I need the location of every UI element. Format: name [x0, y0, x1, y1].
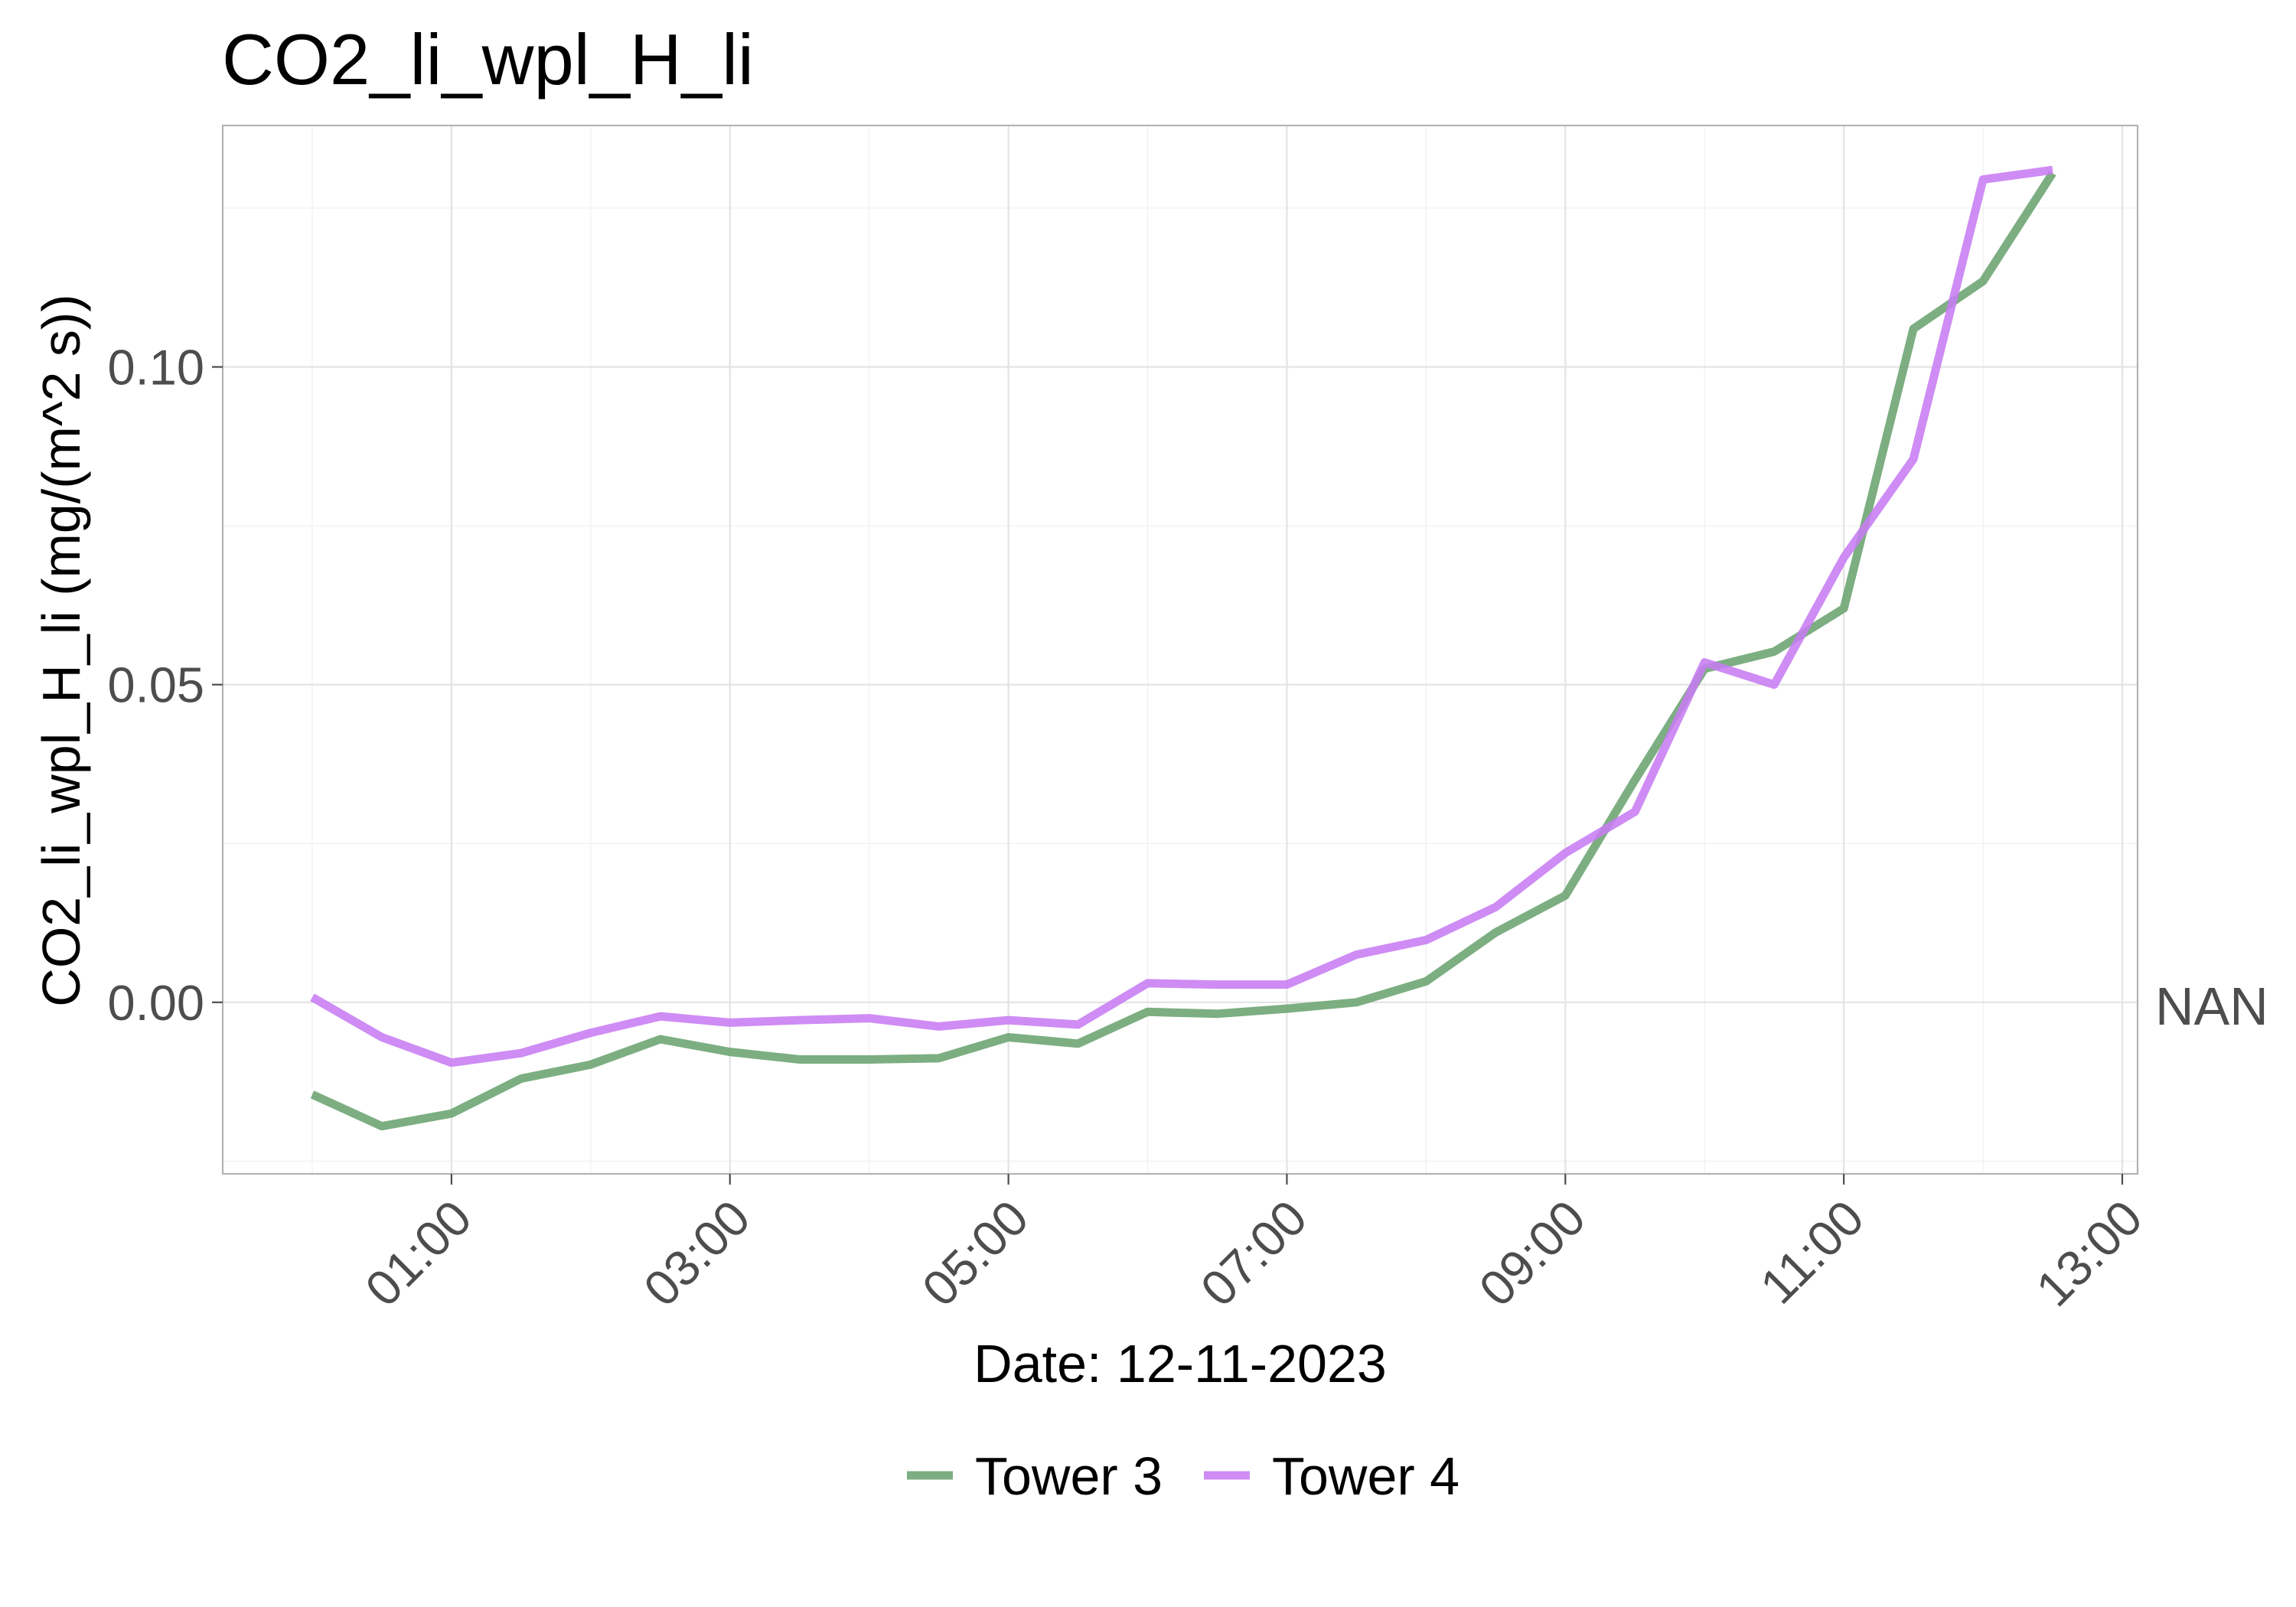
y-tick-label: 0.00	[107, 975, 204, 1031]
legend-label-tower-4: Tower 4	[1272, 1446, 1459, 1506]
legend: Tower 3 Tower 4	[907, 1446, 1459, 1506]
series-line-tower-4	[310, 165, 2053, 1068]
y-axis-title: CO2_li_wpl_H_li (mg/(m^2 s))	[31, 294, 91, 1006]
chart-title: CO2_li_wpl_H_li	[222, 19, 754, 99]
y-axis: 0.00 0.05 0.10	[107, 340, 223, 1031]
y-tick-label: 0.05	[107, 657, 204, 713]
grid-lines	[223, 125, 2138, 1174]
series-layer	[310, 165, 2056, 1131]
secondary-axis-label: NAN	[2155, 976, 2268, 1036]
plot-panel-border	[221, 124, 2139, 1175]
x-axis-title: Date: 12-11-2023	[974, 1334, 1387, 1393]
legend-label-tower-3: Tower 3	[975, 1446, 1163, 1506]
series-line-tower-3	[310, 171, 2056, 1131]
y-tick-label: 0.10	[107, 340, 204, 396]
